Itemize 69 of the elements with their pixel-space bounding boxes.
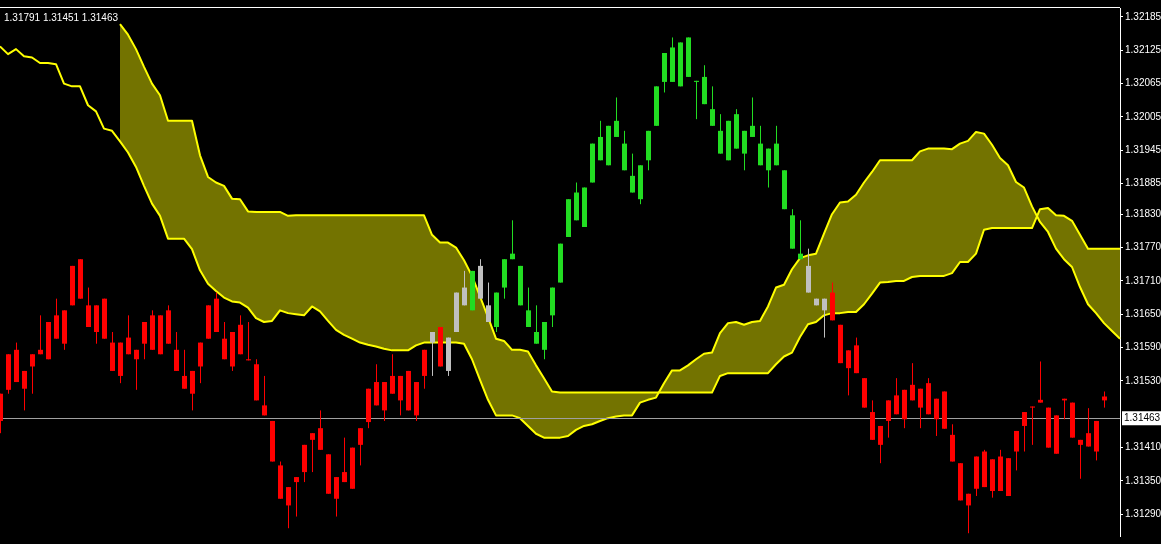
y-tick-label: 1.31945 bbox=[1125, 144, 1161, 156]
ref-line-label: 1.31463 bbox=[1124, 411, 1161, 423]
y-tick-label: 1.31650 bbox=[1125, 307, 1161, 319]
candlestick bbox=[526, 287, 531, 328]
candlestick bbox=[1086, 407, 1091, 448]
candlestick bbox=[758, 125, 763, 166]
candlestick bbox=[598, 120, 603, 161]
candlestick bbox=[1038, 360, 1043, 404]
candlestick bbox=[846, 349, 851, 396]
candlestick bbox=[934, 398, 939, 437]
candlestick bbox=[342, 437, 347, 483]
candlestick bbox=[126, 314, 131, 355]
candlestick bbox=[822, 298, 827, 339]
candlestick bbox=[1022, 411, 1027, 453]
candlestick bbox=[286, 486, 291, 529]
y-tick-label: 1.31710 bbox=[1125, 274, 1161, 286]
candlestick bbox=[878, 425, 883, 464]
y-tick-label: 1.32065 bbox=[1125, 77, 1161, 89]
candlestick bbox=[318, 409, 323, 451]
candlestick bbox=[30, 353, 35, 395]
candlestick bbox=[430, 331, 435, 377]
candlestick bbox=[334, 476, 339, 518]
candlestick bbox=[614, 96, 619, 138]
candlestick bbox=[190, 370, 195, 411]
candlestick bbox=[710, 85, 715, 127]
candlestick bbox=[390, 353, 395, 395]
y-tick-label: 1.31885 bbox=[1125, 177, 1161, 189]
annotation: 1.31791 1.31451 1.31463 bbox=[4, 11, 119, 23]
y-tick-label: 1.31530 bbox=[1125, 374, 1161, 386]
y-tick-label: 1.31830 bbox=[1125, 207, 1161, 219]
candlestick bbox=[358, 427, 363, 466]
candlestick bbox=[262, 375, 267, 416]
candlestick bbox=[918, 388, 923, 429]
candlestick bbox=[534, 304, 539, 345]
candlestick bbox=[910, 362, 915, 401]
candlestick bbox=[750, 96, 755, 138]
candlestick bbox=[766, 148, 771, 189]
candlestick bbox=[142, 321, 147, 360]
candlestick bbox=[966, 493, 971, 534]
candlestick bbox=[374, 363, 379, 406]
y-tick-label: 1.31770 bbox=[1125, 241, 1161, 253]
candlestick bbox=[54, 298, 59, 340]
y-tick-label: 1.32185 bbox=[1125, 10, 1161, 22]
y-tick-label: 1.31410 bbox=[1125, 441, 1161, 453]
candlestick bbox=[774, 125, 779, 166]
candlestick bbox=[38, 314, 43, 355]
y-tick-label: 1.31350 bbox=[1125, 474, 1161, 486]
candlestick bbox=[486, 282, 491, 323]
y-tick-label: 1.32125 bbox=[1125, 43, 1161, 55]
y-tick-label: 1.32005 bbox=[1125, 110, 1161, 122]
candlestick bbox=[1078, 439, 1083, 480]
candlestick bbox=[462, 270, 467, 306]
candlestick bbox=[294, 476, 299, 518]
candlestick bbox=[310, 432, 315, 473]
candlestick bbox=[718, 113, 723, 155]
candlestick bbox=[22, 370, 27, 411]
candlestick bbox=[86, 287, 91, 328]
candlestick bbox=[182, 349, 187, 390]
candlestick bbox=[1014, 430, 1019, 471]
candlestick bbox=[894, 377, 899, 415]
candlestick bbox=[174, 331, 179, 372]
y-tick-label: 1.31290 bbox=[1125, 508, 1161, 520]
candlestick bbox=[742, 130, 747, 171]
candlestick bbox=[886, 399, 891, 439]
y-tick-label: 1.31590 bbox=[1125, 341, 1161, 353]
candlestick bbox=[630, 153, 635, 194]
candlestick bbox=[134, 349, 139, 391]
candlestick bbox=[198, 342, 203, 384]
candlestick bbox=[222, 321, 227, 360]
